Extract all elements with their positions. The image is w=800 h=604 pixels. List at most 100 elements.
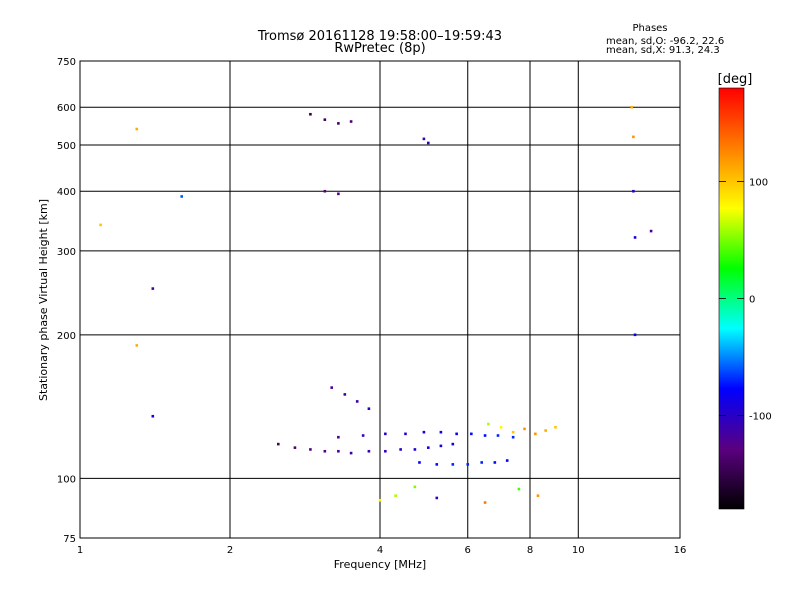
y-tick-label: 750: [57, 57, 76, 68]
echo-point: [544, 429, 547, 432]
echo-point: [276, 442, 280, 446]
x-tick-label: 16: [674, 545, 687, 556]
echo-point: [337, 435, 340, 439]
echo-point: [466, 463, 470, 466]
echo-point: [493, 461, 497, 464]
y-tick-label: 200: [57, 331, 76, 342]
echo-point: [422, 137, 426, 141]
echo-point: [523, 427, 526, 431]
echo-point: [483, 434, 487, 437]
echo-point: [337, 122, 340, 125]
echo-point: [180, 195, 184, 198]
echo-point: [451, 463, 455, 466]
echo-point: [99, 223, 102, 227]
echo-point: [480, 461, 484, 464]
echo-point: [135, 344, 139, 347]
echo-point: [361, 434, 365, 437]
echo-point: [337, 192, 340, 196]
data-points: [99, 105, 653, 504]
echo-point: [632, 189, 635, 193]
echo-point: [422, 430, 426, 434]
echo-point: [426, 446, 430, 449]
echo-point: [384, 449, 387, 453]
echo-point: [384, 432, 387, 436]
stats-line-o: mean, sd,O: -96.2, 22.6: [606, 36, 724, 47]
colorbar-label: [deg]: [718, 72, 753, 87]
echo-point: [293, 446, 297, 449]
echo-point: [337, 449, 340, 453]
echo-point: [536, 494, 540, 497]
y-tick-labels: 75 100 200 300 400 500 600 750: [57, 57, 76, 545]
echo-point: [367, 449, 371, 453]
echo-point: [413, 485, 417, 489]
echo-point: [439, 430, 443, 434]
echo-point: [349, 451, 353, 455]
x-tick-label: 4: [377, 545, 383, 556]
echo-point: [323, 189, 327, 193]
echo-point: [378, 498, 382, 502]
echo-point: [309, 448, 312, 451]
echo-point: [649, 229, 653, 233]
echo-point: [505, 459, 509, 462]
echo-point: [455, 432, 458, 436]
echo-point: [418, 461, 421, 464]
echo-point: [355, 400, 359, 403]
stats-heading: Phases: [632, 23, 667, 34]
y-axis-label: Stationary phase Virtual Height [km]: [37, 199, 50, 401]
echo-point: [330, 386, 334, 389]
echo-point: [470, 432, 473, 436]
echo-point: [633, 333, 637, 337]
colorbar-tick-label: 0: [749, 295, 755, 306]
echo-point: [630, 105, 634, 109]
x-axis-label: Frequency [MHz]: [334, 558, 426, 571]
echo-point: [511, 430, 515, 434]
echo-point: [394, 494, 397, 497]
y-tick-label: 500: [57, 141, 76, 152]
echo-point: [499, 425, 503, 429]
echo-point: [349, 120, 353, 123]
echo-point: [151, 414, 155, 418]
x-grid: [229, 61, 579, 538]
y-tick-label: 100: [57, 474, 76, 485]
echo-point: [632, 135, 635, 139]
echo-point: [496, 434, 500, 437]
y-tick-label: 400: [57, 187, 76, 198]
echo-point: [413, 448, 417, 451]
y-tick-label: 300: [57, 247, 76, 258]
echo-point: [439, 444, 443, 448]
x-tick-label: 10: [572, 545, 585, 556]
y-tick-label: 75: [63, 534, 76, 545]
chart-title: Tromsø 20161128 19:58:00–19:59:43: [257, 29, 502, 44]
echo-point: [511, 435, 515, 439]
x-tick-label: 6: [465, 545, 471, 556]
echo-point: [517, 487, 521, 491]
x-tick-labels: 1 2 4 6 8 10 16: [77, 545, 687, 556]
colorbar-tick-label: 100: [749, 178, 768, 189]
colorbar-ticks: 100 0 -100: [719, 178, 772, 422]
echo-point: [554, 425, 557, 429]
echo-point: [633, 236, 637, 239]
echo-point: [151, 287, 155, 290]
echo-point: [399, 448, 402, 451]
echo-point: [451, 442, 455, 446]
x-tick-label: 2: [227, 545, 233, 556]
echo-point: [404, 432, 407, 436]
x-tick-label: 1: [77, 545, 83, 556]
echo-point: [323, 118, 327, 121]
echo-point: [343, 393, 347, 396]
stats-line-x: mean, sd,X: 91.3, 24.3: [606, 45, 720, 56]
x-tick-label: 8: [527, 545, 533, 556]
y-tick-label: 600: [57, 103, 76, 114]
y-grid: [80, 106, 680, 479]
echo-point: [135, 127, 139, 131]
echo-point: [309, 112, 312, 116]
echo-point: [435, 496, 439, 500]
echo-point: [534, 432, 537, 436]
chart-subtitle: RwPretec (8p): [334, 41, 425, 56]
echo-point: [367, 407, 371, 411]
echo-point: [323, 449, 327, 453]
echo-point: [487, 422, 490, 426]
colorbar-tick-label: -100: [749, 411, 772, 422]
